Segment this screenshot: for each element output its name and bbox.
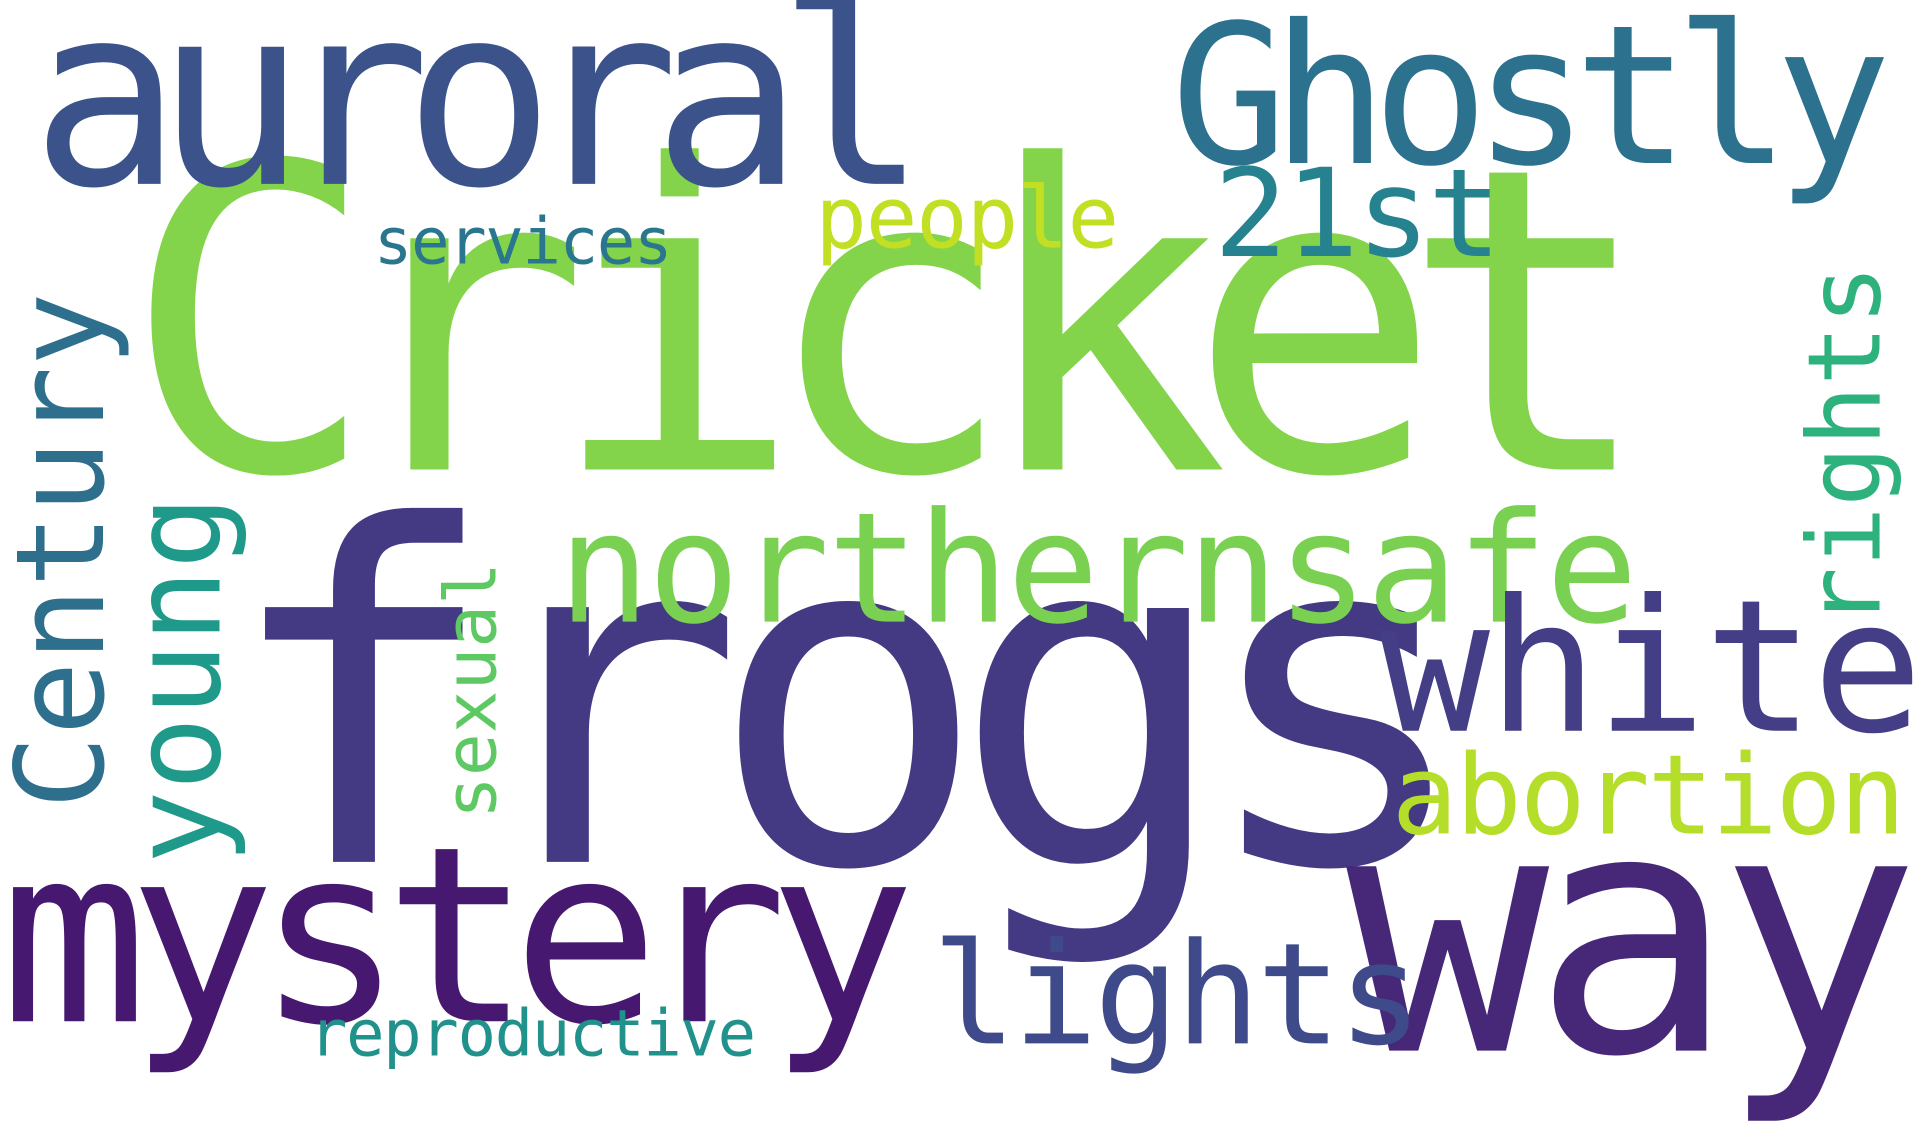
word-white: white bbox=[1379, 561, 1920, 775]
word-21st: 21st bbox=[1213, 142, 1502, 286]
word-century: Century bbox=[0, 292, 133, 810]
word-mystery: mystery bbox=[0, 794, 916, 1081]
word-sexual: sexual bbox=[429, 562, 513, 819]
word-cricket: Cricket bbox=[122, 78, 1655, 571]
word-way: way bbox=[1346, 738, 1920, 1130]
word-abortion: abortion bbox=[1391, 731, 1906, 861]
word-lights: lights bbox=[931, 913, 1423, 1078]
word-auroral: auroral bbox=[30, 0, 928, 244]
word-frogs: frogs bbox=[220, 429, 1476, 973]
word-services: services bbox=[373, 205, 672, 280]
word-reproductive: reproductive bbox=[308, 997, 756, 1072]
word-northernsafe: northernsafe bbox=[557, 480, 1638, 659]
word-young: young bbox=[105, 495, 249, 865]
word-cloud: Cricket frogs auroral Ghostly mystery wa… bbox=[0, 0, 1920, 1103]
word-people: people bbox=[815, 167, 1119, 269]
word-rights: rights bbox=[1787, 264, 1904, 628]
word-ghostly: Ghostly bbox=[1170, 0, 1892, 210]
